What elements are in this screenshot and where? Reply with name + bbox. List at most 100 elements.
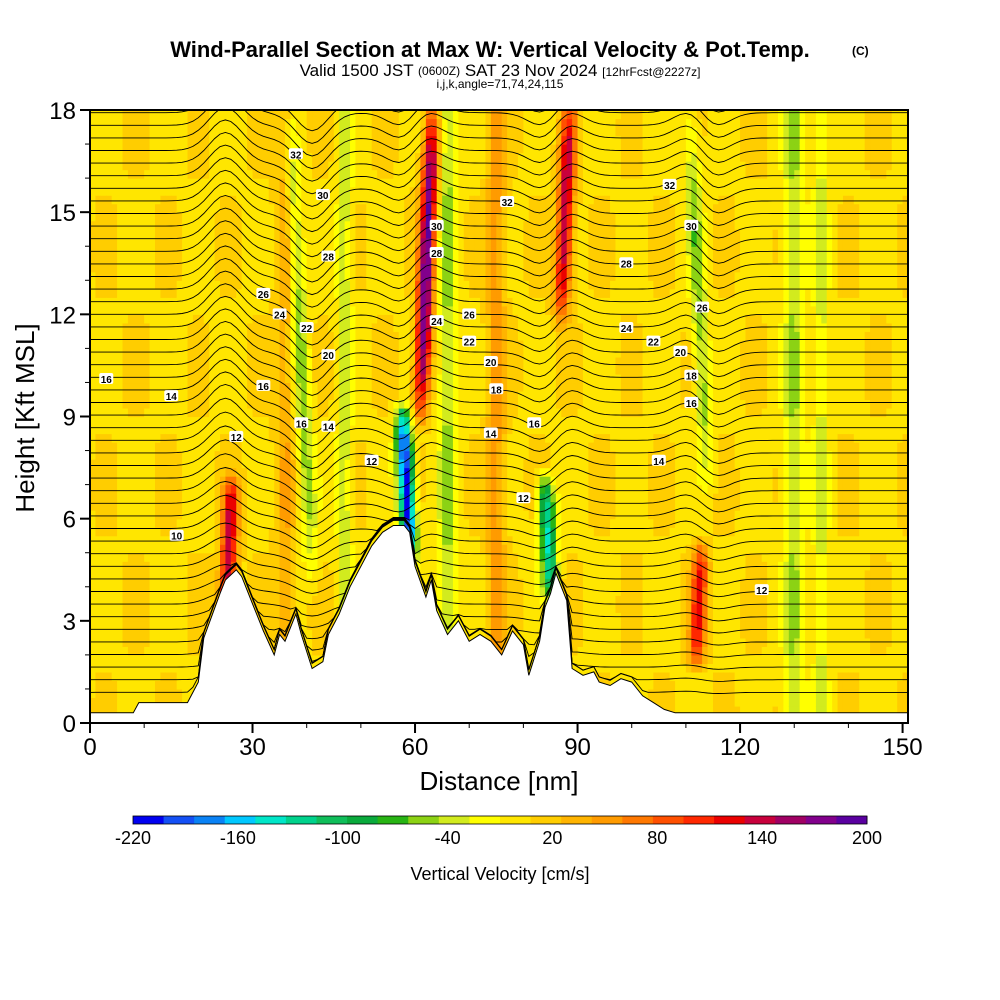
velocity-cell [155,425,162,435]
velocity-cell [209,407,216,418]
velocity-cell [285,280,292,290]
velocity-cell [144,110,151,120]
velocity-cell [225,186,232,196]
velocity-cell [420,390,427,401]
velocity-cell [95,705,102,716]
velocity-cell [149,493,156,503]
velocity-cell [415,476,422,486]
velocity-cell [371,493,378,503]
velocity-cell [447,263,454,273]
velocity-cell [106,348,113,358]
velocity-cell [317,382,324,392]
velocity-cell [149,688,156,699]
velocity-cell [306,629,313,639]
velocity-cell [192,314,199,324]
velocity-cell [393,407,400,418]
velocity-cell [420,135,427,145]
velocity-cell [452,195,459,205]
velocity-cell [122,390,129,401]
velocity-cell [274,356,281,367]
velocity-cell [90,501,97,511]
velocity-cell [398,314,405,324]
velocity-cell [252,416,259,426]
velocity-cell [127,561,134,571]
velocity-cell [182,544,189,554]
velocity-cell [393,280,400,290]
velocity-cell [230,501,237,511]
velocity-cell [420,527,427,537]
velocity-cell [187,212,194,222]
velocity-cell [377,382,384,392]
velocity-cell [241,271,248,281]
velocity-cell [198,322,205,332]
velocity-cell [100,407,107,418]
velocity-cell [301,212,308,222]
velocity-cell [144,263,151,273]
velocity-cell [106,195,113,205]
velocity-cell [198,314,205,324]
velocity-cell [333,161,340,171]
velocity-cell [165,527,172,537]
velocity-cell [436,144,443,154]
velocity-cell [317,271,324,281]
velocity-cell [252,569,259,579]
velocity-cell [225,450,232,460]
velocity-cell [290,169,297,179]
velocity-cell [209,493,216,503]
velocity-cell [171,671,178,682]
velocity-cell [344,161,351,171]
velocity-cell [138,246,145,256]
velocity-cell [317,569,324,579]
velocity-cell [339,501,346,511]
velocity-cell [285,442,292,452]
velocity-cell [138,680,145,690]
velocity-cell [144,356,151,367]
velocity-cell [431,178,438,188]
velocity-cell [447,229,454,239]
velocity-cell [306,229,313,239]
velocity-cell [387,305,394,315]
velocity-cell [111,535,118,545]
velocity-cell [355,314,362,324]
velocity-cell [301,373,308,384]
velocity-cell [176,663,183,673]
velocity-cell [155,365,162,375]
velocity-cell [160,450,167,460]
velocity-cell [306,271,313,281]
velocity-cell [328,178,335,188]
velocity-cell [360,178,367,188]
velocity-cell [344,254,351,264]
velocity-cell [144,220,151,230]
velocity-cell [182,663,189,673]
velocity-cell [160,518,167,528]
velocity-cell [322,169,329,179]
velocity-cell [111,365,118,375]
velocity-cell [360,339,367,349]
velocity-cell [447,578,454,588]
velocity-cell [404,399,411,409]
velocity-cell [95,373,102,384]
velocity-cell [155,373,162,384]
velocity-cell [425,518,432,528]
velocity-cell [458,356,465,367]
velocity-cell [295,407,302,418]
velocity-cell [355,535,362,545]
velocity-cell [122,425,129,435]
velocity-cell [144,127,151,137]
velocity-cell [393,305,400,315]
velocity-cell [290,356,297,367]
velocity-cell [415,263,422,273]
velocity-cell [350,263,357,273]
velocity-cell [111,161,118,171]
velocity-cell [312,612,319,622]
velocity-cell [122,178,129,188]
velocity-cell [306,288,313,298]
velocity-cell [263,169,270,179]
velocity-cell [90,510,97,520]
velocity-cell [214,220,221,230]
velocity-cell [436,603,443,613]
velocity-cell [274,399,281,409]
velocity-cell [90,314,97,324]
velocity-cell [458,229,465,239]
velocity-cell [209,254,216,264]
